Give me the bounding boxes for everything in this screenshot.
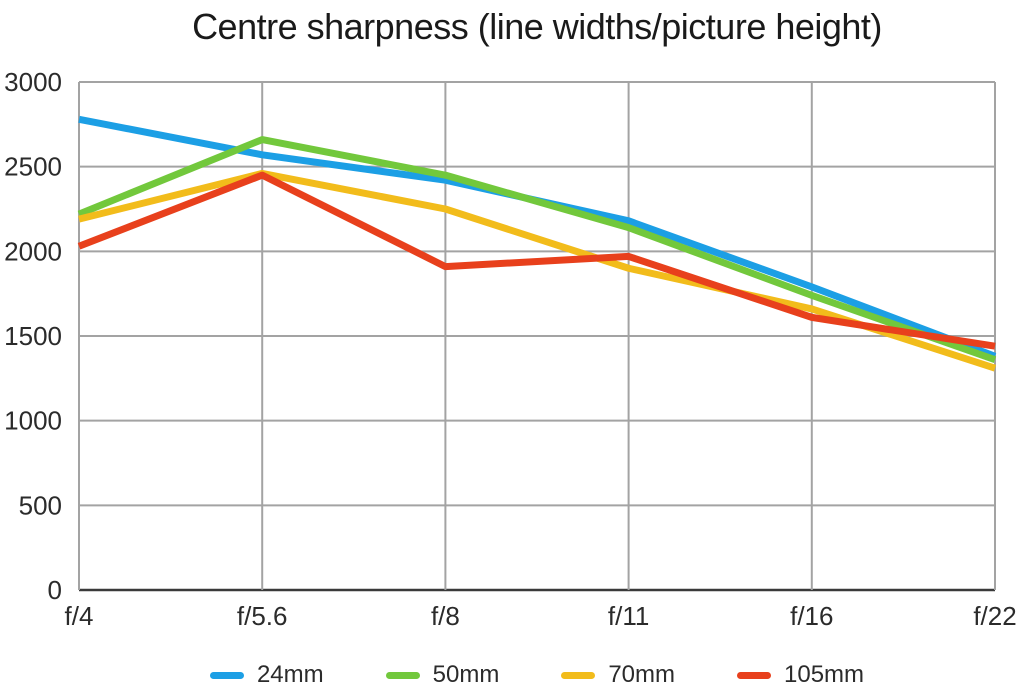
- legend-marker-icon: [209, 671, 244, 679]
- y-tick-label: 0: [48, 575, 62, 605]
- x-tick-label: f/22: [973, 601, 1016, 631]
- legend-marker-icon: [385, 671, 420, 679]
- series-line-105mm: [77, 171, 996, 350]
- x-tick-label: f/11: [608, 601, 649, 631]
- legend-label: 105mm: [784, 661, 865, 688]
- legend-item-24mm: 24mm: [209, 661, 324, 688]
- chart-legend: 24mm 50mm 70mm 105mm: [79, 658, 995, 692]
- legend-label: 70mm: [608, 661, 676, 688]
- x-tick-label: f/5.6: [237, 601, 288, 631]
- x-tick-label: f/16: [790, 601, 833, 631]
- y-tick-label: 500: [19, 490, 62, 520]
- y-tick-label: 3000: [4, 67, 62, 97]
- legend-item-105mm: 105mm: [737, 663, 864, 687]
- legend-label: 24mm: [256, 661, 324, 688]
- chart-title: Centre sharpness (line widths/picture he…: [192, 6, 882, 47]
- legend-item-70mm: 70mm: [561, 663, 675, 687]
- legend-label: 50mm: [432, 661, 500, 688]
- series-line-50mm: [77, 136, 997, 364]
- legend-marker-icon: [737, 671, 772, 679]
- y-tick-label: 2000: [4, 236, 62, 266]
- x-tick-label: f/4: [65, 601, 94, 631]
- legend-item-50mm: 50mm: [385, 661, 500, 688]
- y-tick-label: 1500: [4, 321, 62, 351]
- x-tick-label: f/8: [431, 601, 460, 631]
- legend-marker-icon: [561, 671, 596, 679]
- y-tick-label: 2500: [4, 152, 62, 182]
- y-tick-label: 1000: [4, 406, 62, 436]
